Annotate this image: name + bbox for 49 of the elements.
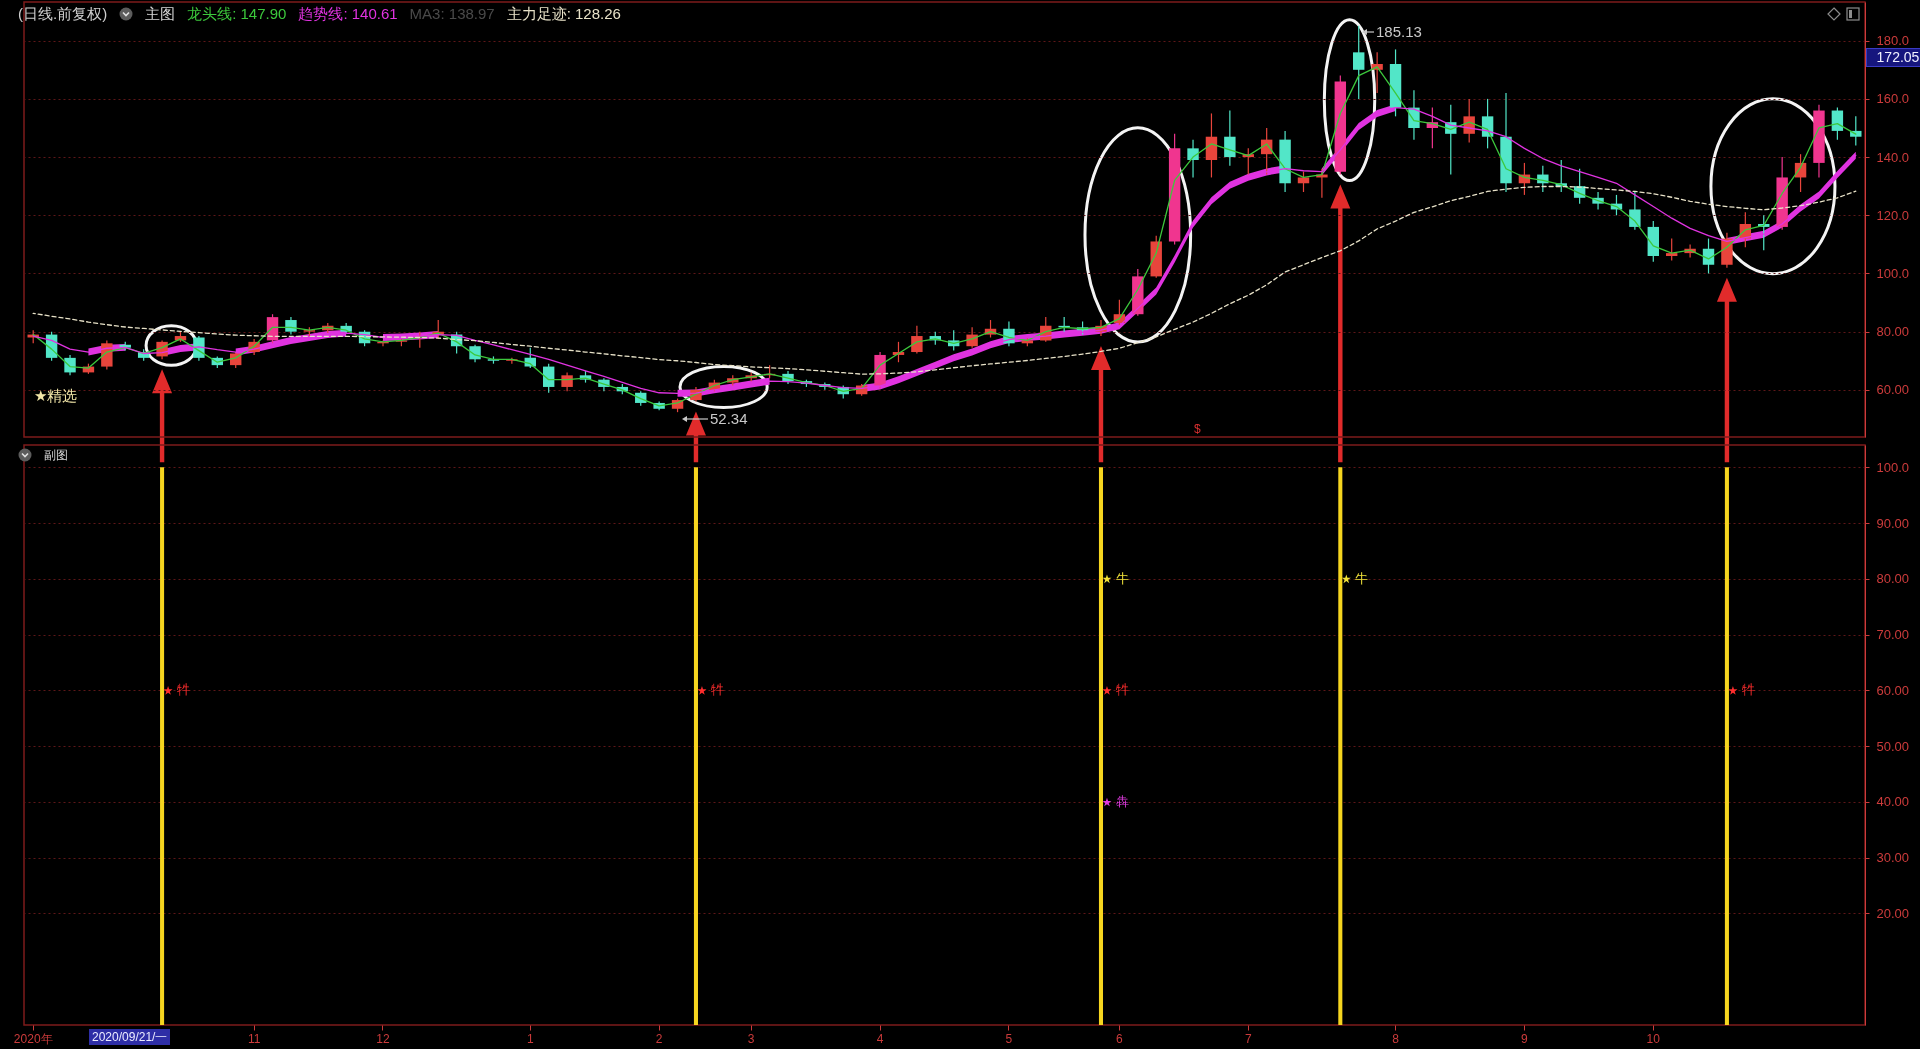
annotation: $ [1194, 421, 1201, 437]
annotation: 52.34 [710, 410, 748, 428]
y-tick-label: 50.00 [1876, 738, 1910, 754]
y-tick-label: 80.00 [1876, 571, 1910, 587]
chart-subtitle: 主图 [145, 5, 176, 23]
y-tick-label: 80.00 [1876, 324, 1910, 340]
y-tick-label: 70.00 [1876, 627, 1910, 643]
text: 牪 [1741, 682, 1755, 698]
x-tick-label: 9 [1521, 1031, 1529, 1046]
series-label: 牪 [177, 682, 191, 698]
text: 172.05 [1866, 47, 1920, 67]
chart-title: (日线.前复权) [18, 5, 108, 23]
text: 牛 [1355, 570, 1369, 586]
text: 龙头线: 147.90 [187, 5, 287, 23]
chart-title: 副图 [44, 448, 68, 463]
y-tick-label: 90.00 [1876, 515, 1910, 531]
x-tick-label: 10 [1646, 1031, 1661, 1046]
x-tick-label: 2020年 [13, 1031, 53, 1046]
x-tick-label: 5 [1005, 1031, 1013, 1046]
text: 趋势线: 140.61 [298, 5, 398, 23]
x-tick-label: 12 [376, 1031, 390, 1046]
x-tick-label: 4 [876, 1031, 884, 1046]
x-tick-label: 11 [247, 1031, 261, 1046]
series-label: 犇 [1115, 793, 1129, 809]
x-tick-label: 6 [1116, 1031, 1124, 1046]
text: 2020/09/21/一 [89, 1029, 171, 1046]
text: 牪 [710, 682, 724, 698]
y-tick-label: 20.00 [1876, 905, 1910, 921]
y-tick-label: 40.00 [1876, 794, 1910, 810]
x-tick-label: 2 [655, 1031, 663, 1046]
annotation: 185.13 [1376, 23, 1422, 41]
annotation: ★精选 [34, 387, 78, 405]
x-tick-label: 8 [1392, 1031, 1400, 1046]
annotation: MA3: 138.97 [409, 5, 495, 23]
y-tick-label: 30.00 [1876, 850, 1910, 866]
text: 牪 [1115, 682, 1129, 698]
y-tick-label: 120.0 [1876, 207, 1910, 223]
y-tick-label: 180.0 [1876, 33, 1910, 49]
y-tick-label: 140.0 [1876, 149, 1910, 165]
y-tick-label: 160.0 [1876, 91, 1910, 107]
text: 主力足迹: 128.26 [506, 5, 621, 23]
x-tick-label: 3 [747, 1031, 755, 1046]
series-label: 牛 [1115, 570, 1129, 586]
x-tick-label: 1 [526, 1031, 534, 1046]
y-tick-label: 60.00 [1876, 682, 1910, 698]
y-tick-label: 100.0 [1876, 265, 1910, 281]
y-tick-label: 60.00 [1876, 382, 1910, 398]
y-tick-label: 100.0 [1876, 459, 1910, 475]
x-tick-label: 7 [1244, 1031, 1252, 1046]
